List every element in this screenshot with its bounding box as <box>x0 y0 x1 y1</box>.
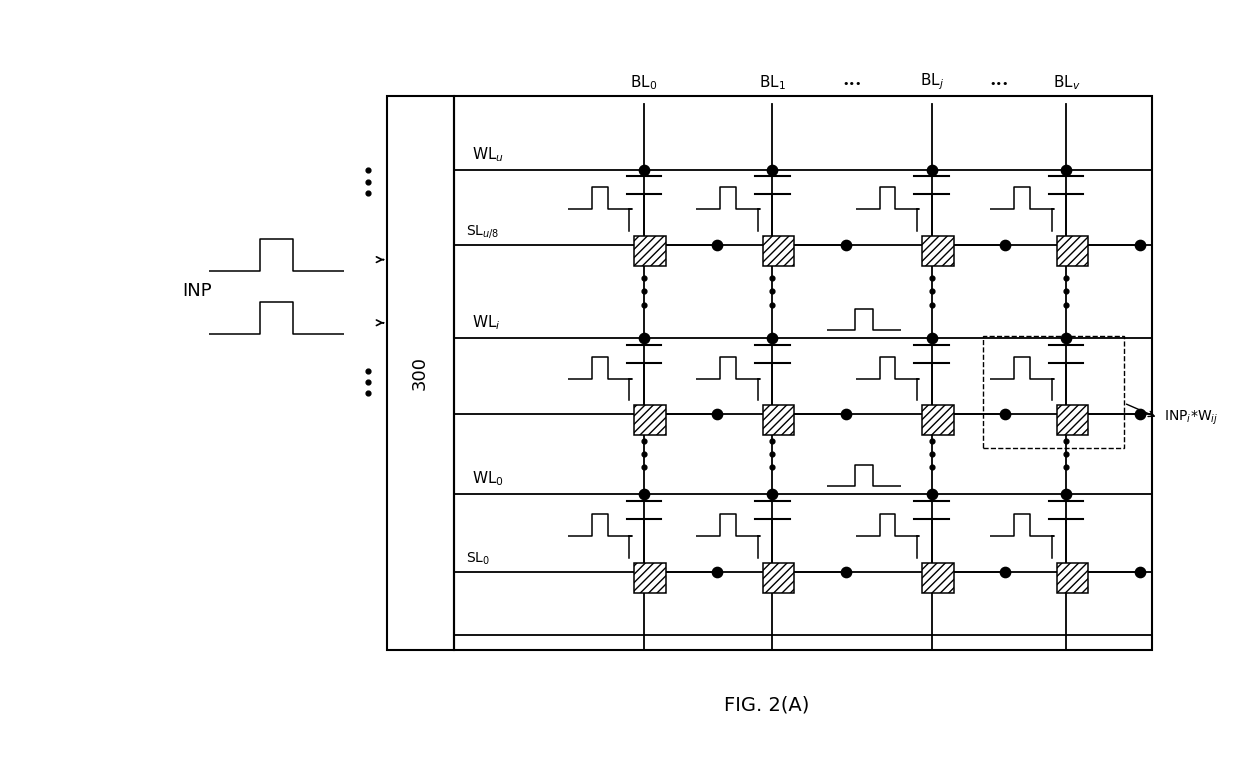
Point <box>1056 272 1076 284</box>
Point <box>634 164 653 176</box>
Point <box>763 298 782 310</box>
Point <box>763 488 782 500</box>
Point <box>1056 332 1076 344</box>
Bar <box>763 236 795 266</box>
Text: BL$_0$: BL$_0$ <box>630 73 657 92</box>
Point <box>921 272 941 284</box>
Point <box>1056 448 1076 460</box>
Point <box>996 408 1016 420</box>
Point <box>921 164 941 176</box>
Point <box>358 176 378 188</box>
Point <box>634 298 653 310</box>
Point <box>1056 164 1076 176</box>
Text: INP$_i$*W$_{ij}$: INP$_i$*W$_{ij}$ <box>1164 409 1219 427</box>
Text: •••: ••• <box>842 79 862 89</box>
Text: 300: 300 <box>410 356 429 390</box>
Point <box>634 461 653 473</box>
Bar <box>763 405 795 435</box>
Bar <box>921 236 954 266</box>
Point <box>921 298 941 310</box>
Point <box>836 238 856 251</box>
Bar <box>634 236 666 266</box>
Point <box>634 435 653 447</box>
Point <box>996 565 1016 578</box>
Point <box>634 332 653 344</box>
Point <box>634 488 653 500</box>
Bar <box>921 405 954 435</box>
Point <box>1056 435 1076 447</box>
Bar <box>1056 236 1089 266</box>
Text: SL$_{u/8}$: SL$_{u/8}$ <box>466 223 500 240</box>
Bar <box>387 96 454 650</box>
Text: SL$_0$: SL$_0$ <box>466 551 490 567</box>
Point <box>921 461 941 473</box>
Point <box>707 565 727 578</box>
Point <box>1056 488 1076 500</box>
Point <box>763 461 782 473</box>
Point <box>1130 565 1149 578</box>
Text: •••: ••• <box>990 79 1008 89</box>
Point <box>358 187 378 199</box>
Text: BL$_v$: BL$_v$ <box>1053 73 1080 92</box>
Point <box>921 448 941 460</box>
Bar <box>634 562 666 593</box>
Point <box>763 332 782 344</box>
Text: WL$_0$: WL$_0$ <box>472 469 505 488</box>
Bar <box>921 562 954 593</box>
Point <box>634 272 653 284</box>
Text: WL$_i$: WL$_i$ <box>472 313 501 332</box>
Point <box>707 408 727 420</box>
Point <box>634 448 653 460</box>
Point <box>921 285 941 298</box>
Point <box>921 488 941 500</box>
Point <box>763 285 782 298</box>
Point <box>358 376 378 388</box>
Point <box>763 272 782 284</box>
Bar <box>1056 562 1089 593</box>
Point <box>836 565 856 578</box>
Point <box>836 408 856 420</box>
Text: BL$_1$: BL$_1$ <box>759 73 786 92</box>
Text: INP: INP <box>182 282 212 300</box>
Point <box>1056 298 1076 310</box>
Point <box>763 435 782 447</box>
Text: FIG. 2(A): FIG. 2(A) <box>724 696 808 715</box>
Point <box>996 238 1016 251</box>
Bar <box>983 336 1123 447</box>
Bar <box>1056 405 1089 435</box>
Point <box>763 164 782 176</box>
Point <box>921 332 941 344</box>
Point <box>763 448 782 460</box>
Point <box>358 164 378 176</box>
Point <box>634 285 653 298</box>
Point <box>707 238 727 251</box>
Bar <box>763 562 795 593</box>
Text: BL$_j$: BL$_j$ <box>920 72 944 92</box>
Bar <box>454 96 1152 650</box>
Point <box>358 365 378 377</box>
Bar <box>634 405 666 435</box>
Point <box>1130 408 1149 420</box>
Text: WL$_u$: WL$_u$ <box>472 146 505 164</box>
Point <box>1130 238 1149 251</box>
Point <box>1056 461 1076 473</box>
Point <box>921 435 941 447</box>
Point <box>1056 285 1076 298</box>
Point <box>358 388 378 400</box>
